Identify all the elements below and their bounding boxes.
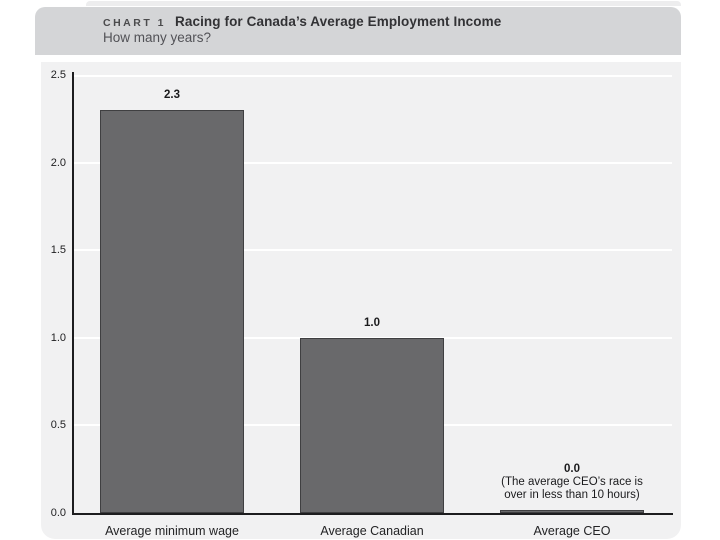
y-tick-label-0.0: 0.0 [50, 507, 66, 519]
bar-label-stack-1: 1.0 [272, 317, 472, 330]
gridline-1.0 [72, 336, 672, 339]
category-label-2: Average CEO [533, 524, 611, 538]
chart-header-line1: CHART 1 Racing for Canada’s Average Empl… [103, 14, 671, 29]
bar-1 [300, 337, 444, 513]
plot-area: 2.3 1.0 0.0 (The average CEO’s race is over … [72, 75, 672, 513]
chart-subtitle: How many years? [103, 30, 212, 45]
chart-number-label: CHART 1 [103, 17, 167, 29]
bar-label-stack-0: 2.3 [72, 89, 272, 102]
y-tick-label-2.5: 2.5 [50, 69, 66, 81]
gridline-2.0 [72, 161, 672, 164]
bar-value-label-1: 1.0 [364, 316, 380, 329]
y-tick-label-1.0: 1.0 [50, 331, 66, 344]
bar-annotation-line-0: (The average CEO’s race is [501, 475, 643, 488]
bar-value-label-0: 2.3 [164, 89, 180, 102]
x-axis-line [72, 513, 673, 515]
category-label-0: Average minimum wage [105, 524, 239, 538]
category-label-1: Average Canadian [320, 524, 424, 538]
bar-value-label-2: 0.0 [564, 462, 580, 475]
bar-label-stack-2: 0.0 (The average CEO’s race is over in les… [472, 463, 672, 502]
y-axis-line [72, 72, 74, 515]
top-edge-strip [86, 1, 681, 6]
y-tick-label-1.5: 1.5 [50, 244, 66, 257]
chart-body: 2.3 1.0 0.0 (The average CEO’s race is over … [41, 62, 681, 539]
chart-header: CHART 1 Racing for Canada’s Average Empl… [35, 7, 681, 55]
bar-annotation-line-1: over in less than 10 hours) [504, 488, 640, 501]
y-tick-label-0.5: 0.5 [50, 419, 66, 432]
bar-0 [100, 110, 244, 513]
bar-2 [500, 509, 644, 513]
y-tick-label-2.0: 2.0 [50, 156, 66, 169]
gridline-1.5 [72, 249, 672, 252]
chart-title: Racing for Canada’s Average Employment I… [175, 14, 502, 29]
gridline-2.5 [72, 75, 672, 77]
